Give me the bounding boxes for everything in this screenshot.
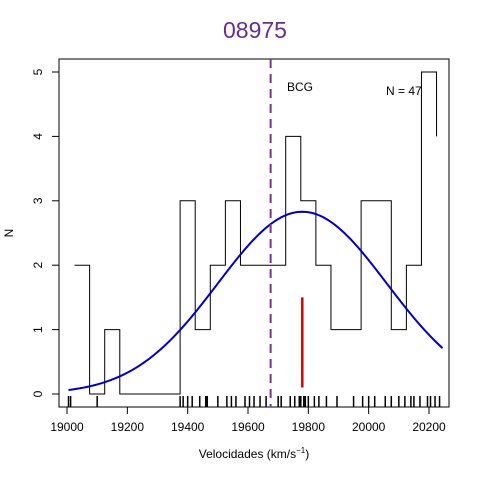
x-axis-label-close: ) [305,447,309,461]
plot-frame [58,58,450,408]
x-axis-label-sup: −1 [296,446,306,455]
x-axis: 19000 19200 19400 19600 19800 20000 20200 [50,406,446,434]
chart-title: 08975 [223,17,287,43]
x-axis-title: Velocidades (km/s−1) [199,446,310,461]
x-tick-label: 20200 [412,420,446,434]
bcg-label: BCG [287,80,313,94]
x-axis-label-text: Velocidades (km/s [199,447,296,461]
y-axis-title: N [2,229,16,238]
gaussian-fit-curve [68,210,444,392]
y-axis: 0 1 2 3 4 5 [31,68,60,397]
y-tick-label: 1 [31,326,45,333]
n-count-annotation: N = 47 [386,84,422,98]
x-tick-label: 19400 [171,420,205,434]
x-tick-label: 19200 [111,420,145,434]
x-tick-label: 19000 [50,420,84,434]
y-tick-label: 5 [31,68,45,75]
y-tick-label: 2 [31,262,45,269]
y-tick-label: 4 [31,133,45,140]
x-tick-label: 20000 [352,420,386,434]
y-tick-label: 0 [31,390,45,397]
y-tick-label: 3 [31,197,45,204]
x-tick-label: 19600 [231,420,265,434]
histogram-steps [74,71,438,395]
x-tick-label: 19800 [292,420,326,434]
rug-marks [67,396,441,407]
